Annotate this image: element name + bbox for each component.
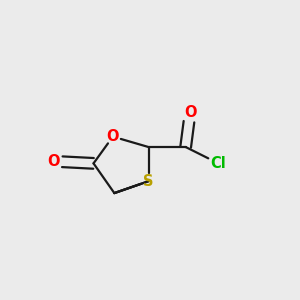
Text: O: O: [106, 129, 119, 144]
Text: Cl: Cl: [211, 156, 226, 171]
Text: S: S: [143, 174, 154, 189]
Text: O: O: [184, 105, 197, 120]
Text: O: O: [47, 154, 60, 169]
